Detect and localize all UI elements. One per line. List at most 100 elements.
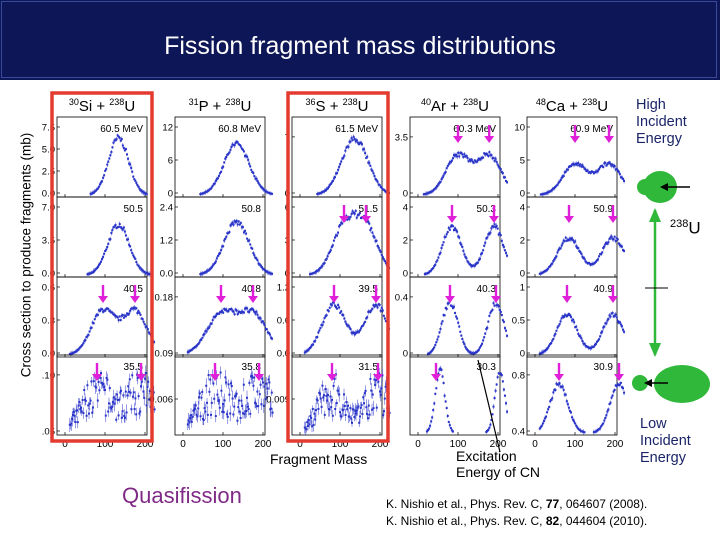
data-point [250, 168, 253, 171]
data-point [547, 191, 550, 194]
data-point [127, 238, 130, 241]
data-point [383, 410, 385, 413]
data-point [325, 394, 328, 397]
data-point [448, 228, 451, 231]
data-point [220, 311, 223, 314]
data-point [489, 154, 492, 157]
data-point [242, 311, 245, 314]
data-point [219, 311, 222, 314]
data-point [130, 307, 133, 310]
data-point [256, 259, 259, 262]
data-point [253, 376, 256, 379]
data-point [237, 143, 240, 146]
data-point [98, 389, 101, 392]
data-point [574, 422, 577, 425]
data-point [148, 273, 151, 276]
data-point [121, 410, 124, 413]
data-point [372, 407, 375, 410]
data-point [367, 310, 370, 313]
reaction-element: U [358, 98, 369, 115]
data-point [130, 166, 133, 169]
data-point [546, 268, 549, 271]
data-point [246, 155, 249, 158]
data-point [95, 313, 98, 316]
data-point [117, 319, 120, 322]
data-point [98, 183, 101, 186]
data-point [72, 410, 75, 413]
peak-arrow-head [329, 296, 339, 303]
data-point [143, 271, 146, 274]
data-point [241, 311, 244, 314]
data-point [316, 336, 319, 339]
data-point [565, 239, 568, 242]
data-point [602, 326, 605, 329]
data-point [571, 163, 574, 166]
data-point [106, 378, 109, 381]
data-point [370, 389, 373, 392]
data-point [437, 256, 440, 259]
data-point [458, 325, 461, 328]
panel-frame [409, 354, 501, 436]
data-point [139, 189, 142, 192]
data-point [506, 410, 509, 413]
data-point [431, 416, 434, 419]
data-point [88, 412, 90, 415]
data-point [591, 170, 594, 173]
data-point [343, 393, 345, 396]
data-point [195, 345, 198, 348]
data-point [454, 227, 457, 230]
reaction-label: 48Ca + 238U [536, 97, 608, 115]
data-point [615, 385, 618, 388]
energy-label: 50.5 [124, 204, 144, 215]
y-tick-label: 0.0 [160, 269, 173, 280]
data-point [153, 408, 156, 411]
data-point [378, 372, 381, 375]
data-point [327, 310, 330, 313]
data-point [242, 383, 245, 386]
data-point [613, 314, 616, 317]
data-point [264, 398, 267, 401]
data-point [123, 314, 126, 317]
data-point [368, 161, 371, 164]
data-point [380, 306, 383, 309]
data-point [351, 210, 354, 213]
data-point [440, 247, 443, 250]
data-point [94, 189, 97, 192]
data-point [147, 380, 150, 383]
y-tick-label: 5.0 [42, 145, 55, 156]
data-point [73, 414, 76, 417]
data-point [577, 247, 580, 250]
data-point [201, 192, 204, 195]
data-point [220, 389, 223, 392]
data-point [479, 346, 481, 349]
data-point [196, 415, 199, 418]
data-point [447, 420, 450, 423]
data-point [323, 394, 325, 397]
data-point [444, 171, 447, 174]
data-point [545, 415, 548, 418]
data-point [609, 236, 612, 239]
data-point [614, 384, 617, 387]
data-point [186, 423, 189, 426]
data-point [597, 258, 600, 261]
low-line-3: Energy [640, 450, 686, 466]
y-tick-label: 3.5 [42, 236, 55, 247]
data-point [606, 410, 609, 413]
data-point [238, 410, 241, 413]
data-point [492, 405, 495, 408]
data-point [495, 304, 498, 307]
reaction-mass-number: 40 [421, 97, 431, 107]
data-point [565, 400, 568, 403]
data-point [214, 179, 217, 182]
data-point [560, 244, 563, 247]
data-point [368, 222, 371, 225]
data-point [541, 351, 544, 354]
data-point [578, 164, 581, 167]
data-point [570, 238, 572, 241]
data-point [467, 160, 470, 163]
data-point [384, 385, 387, 388]
data-point [248, 162, 251, 165]
data-point [226, 413, 228, 416]
data-point [107, 242, 110, 245]
data-point [604, 322, 607, 325]
